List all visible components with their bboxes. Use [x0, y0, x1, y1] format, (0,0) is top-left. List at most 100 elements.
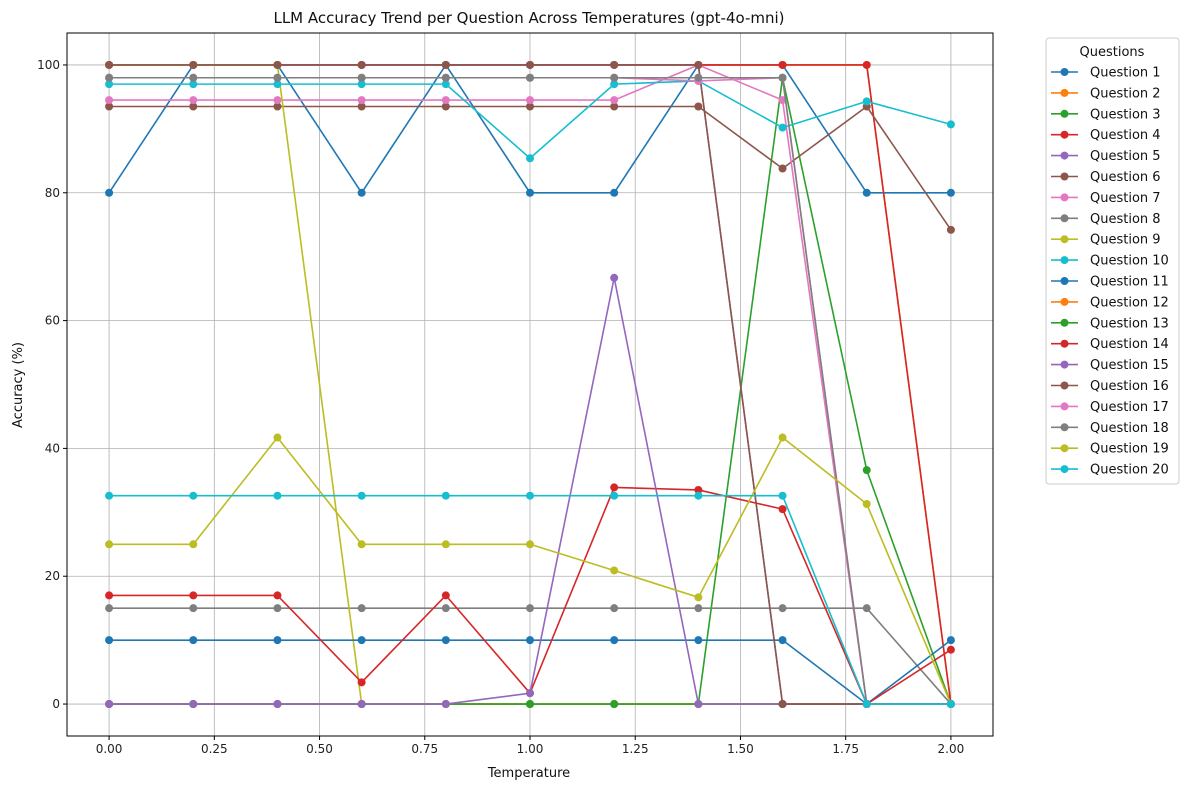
legend-marker	[1060, 360, 1069, 369]
data-point	[105, 73, 114, 82]
x-ticks: 0.00 0.25 0.50 0.75 1.00 1.25 1.50 1.75 2.00	[96, 736, 964, 756]
data-point	[694, 700, 703, 709]
data-point	[189, 491, 198, 500]
data-point	[357, 540, 366, 549]
data-point	[526, 73, 534, 82]
legend-label: Question 9	[1090, 233, 1161, 248]
data-point	[946, 120, 955, 129]
data-point	[273, 60, 282, 69]
data-point	[273, 700, 282, 709]
data-point	[694, 604, 703, 613]
data-point	[357, 636, 366, 645]
data-point	[273, 591, 282, 600]
data-point	[189, 73, 198, 82]
legend-marker	[1060, 423, 1069, 432]
data-point	[273, 73, 282, 82]
data-point	[778, 505, 787, 514]
data-point	[778, 73, 787, 82]
data-point	[105, 491, 114, 500]
data-point	[526, 154, 534, 163]
data-point	[273, 96, 282, 105]
data-point	[946, 645, 955, 654]
series-layer	[105, 60, 955, 709]
x-tick-label: 0.00	[96, 742, 123, 756]
legend-item: Question 2	[1051, 86, 1161, 101]
y-tick-label: 20	[45, 569, 60, 583]
data-point	[862, 500, 871, 509]
legend-item: Question 20	[1051, 463, 1169, 478]
legend-item: Question 19	[1051, 442, 1169, 457]
legend: Questions Question 1 Question 2 Question 3…	[1045, 37, 1180, 485]
data-point	[357, 102, 366, 111]
legend-label: Question 11	[1090, 275, 1169, 290]
data-point	[357, 604, 366, 613]
legend-marker	[1060, 277, 1069, 285]
data-point	[862, 97, 871, 106]
data-point	[610, 80, 619, 89]
legend-items: Question 1 Question 2 Question 3 Question 4…	[1051, 66, 1169, 478]
data-point	[694, 102, 703, 111]
data-point	[105, 102, 114, 111]
data-point	[610, 273, 619, 282]
data-point	[526, 700, 534, 709]
legend-marker	[1060, 151, 1069, 160]
data-point	[105, 604, 114, 613]
data-point	[105, 700, 114, 709]
data-point	[441, 604, 450, 613]
data-point	[694, 485, 703, 494]
data-point	[862, 60, 871, 69]
data-point	[357, 96, 366, 105]
data-point	[189, 60, 198, 69]
legend-label: Question 5	[1090, 149, 1161, 164]
legend-item: Question 15	[1051, 358, 1169, 373]
legend-marker	[1060, 130, 1069, 139]
data-point	[610, 96, 619, 105]
data-point	[526, 636, 534, 645]
x-tick-label: 1.25	[622, 742, 649, 756]
data-point	[778, 433, 787, 442]
data-point	[694, 73, 703, 82]
legend-marker	[1060, 109, 1069, 118]
data-point	[526, 60, 534, 69]
legend-label: Question 15	[1090, 358, 1169, 373]
data-point	[105, 60, 114, 69]
data-point	[946, 700, 955, 709]
x-axis-label: Temperature	[487, 766, 570, 781]
data-point	[189, 80, 198, 89]
x-tick-label: 0.25	[201, 742, 228, 756]
data-point	[105, 188, 114, 197]
legend-marker	[1060, 318, 1069, 327]
legend-marker	[1060, 88, 1069, 97]
data-point	[441, 96, 450, 105]
data-point	[778, 123, 787, 132]
data-point	[610, 491, 619, 500]
legend-marker	[1060, 256, 1069, 265]
legend-item: Question 16	[1051, 379, 1169, 394]
legend-marker	[1060, 235, 1069, 244]
y-tick-label: 100	[37, 58, 60, 72]
y-tick-label: 40	[45, 441, 60, 455]
legend-label: Question 16	[1090, 379, 1169, 394]
data-point	[189, 540, 198, 549]
chart-title: LLM Accuracy Trend per Question Across T…	[273, 9, 784, 27]
legend-title: Questions	[1080, 45, 1145, 60]
legend-label: Question 4	[1090, 128, 1161, 143]
legend-label: Question 8	[1090, 212, 1161, 227]
legend-label: Question 1	[1090, 66, 1161, 81]
legend-label: Question 20	[1090, 463, 1169, 478]
data-point	[441, 73, 450, 82]
data-point	[694, 636, 703, 645]
data-point	[526, 491, 534, 500]
legend-item: Question 10	[1051, 254, 1169, 269]
data-point	[441, 636, 450, 645]
data-point	[694, 491, 703, 500]
legend-item: Question 18	[1051, 421, 1169, 436]
legend-marker	[1060, 444, 1069, 453]
legend-marker	[1060, 297, 1069, 306]
data-point	[273, 491, 282, 500]
data-point	[357, 188, 366, 197]
data-point	[610, 73, 619, 82]
data-point	[610, 636, 619, 645]
data-point	[526, 604, 534, 613]
